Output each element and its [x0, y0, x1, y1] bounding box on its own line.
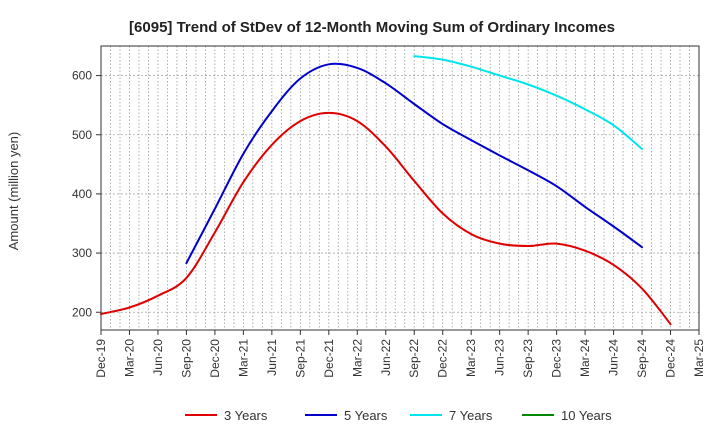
x-tick-label: Sep-21 — [293, 339, 307, 378]
x-tick-label: Mar-22 — [350, 339, 364, 377]
x-tick-label: Dec-23 — [550, 339, 564, 378]
series-line-7-years — [413, 55, 643, 150]
x-tick-label: Jun-21 — [265, 339, 279, 376]
x-tick-label: Dec-20 — [208, 339, 222, 378]
x-tick-label: Jun-22 — [379, 339, 393, 376]
x-tick-label: Mar-21 — [236, 339, 250, 377]
legend-label: 7 Years — [449, 408, 493, 423]
y-tick-label: 300 — [72, 246, 92, 260]
y-tick-label: 400 — [72, 187, 92, 201]
x-tick-label: Dec-19 — [94, 339, 108, 378]
x-tick-label: Sep-20 — [179, 339, 193, 378]
x-tick-label: Dec-22 — [436, 339, 450, 378]
x-tick-label: Mar-20 — [122, 339, 136, 377]
y-axis-label: Amount (million yen) — [6, 132, 21, 251]
chart-title: [6095] Trend of StDev of 12-Month Moving… — [129, 19, 615, 36]
x-tick-label: Dec-21 — [322, 339, 336, 378]
x-tick-label: Dec-24 — [664, 339, 678, 378]
x-tick-label: Jun-24 — [607, 339, 621, 376]
legend: 3 Years 5 Years 7 Years 10 Years — [185, 408, 612, 423]
x-tick-label: Jun-23 — [493, 339, 507, 376]
grid — [100, 46, 700, 330]
plot-frame — [100, 45, 700, 331]
y-tick-label: 600 — [72, 69, 92, 83]
legend-label: 3 Years — [224, 408, 268, 423]
series-line-5-years — [185, 62, 643, 265]
x-tick-label: Mar-25 — [692, 339, 706, 377]
series-line-3-years — [100, 111, 672, 326]
x-tick-label: Jun-20 — [151, 339, 165, 376]
legend-label: 5 Years — [344, 408, 388, 423]
x-tick-label: Sep-24 — [635, 339, 649, 378]
x-tick-label: Sep-22 — [407, 339, 421, 378]
x-tick-label: Mar-23 — [464, 339, 478, 377]
y-tick-label: 500 — [72, 128, 92, 142]
legend-label: 10 Years — [561, 408, 612, 423]
x-tick-label: Sep-23 — [521, 339, 535, 378]
y-tick-label: 200 — [72, 305, 92, 319]
x-tick-label: Mar-24 — [578, 339, 592, 377]
series-layer — [100, 55, 672, 326]
axes: 200 300 400 500 600 Dec-19 Mar-20 Jun-20 Sep-20 D… — [72, 45, 706, 378]
